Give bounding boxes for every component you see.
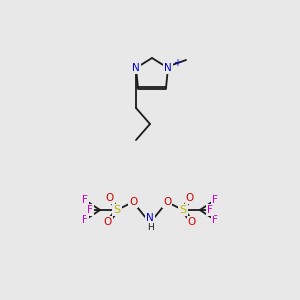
Text: O: O: [188, 217, 196, 227]
Text: F: F: [87, 205, 93, 215]
Text: F: F: [212, 195, 218, 205]
Text: N: N: [164, 63, 172, 73]
Text: O: O: [186, 193, 194, 203]
Text: N: N: [132, 63, 140, 73]
Text: +: +: [173, 58, 181, 68]
Text: O: O: [129, 197, 137, 207]
Text: H: H: [147, 224, 153, 232]
Text: S: S: [179, 205, 187, 215]
Text: F: F: [212, 215, 218, 225]
Text: F: F: [82, 215, 88, 225]
Text: O: O: [104, 217, 112, 227]
Text: S: S: [113, 205, 121, 215]
Text: N: N: [146, 213, 154, 223]
Text: F: F: [82, 195, 88, 205]
Text: O: O: [163, 197, 171, 207]
Text: O: O: [106, 193, 114, 203]
Text: F: F: [207, 205, 213, 215]
